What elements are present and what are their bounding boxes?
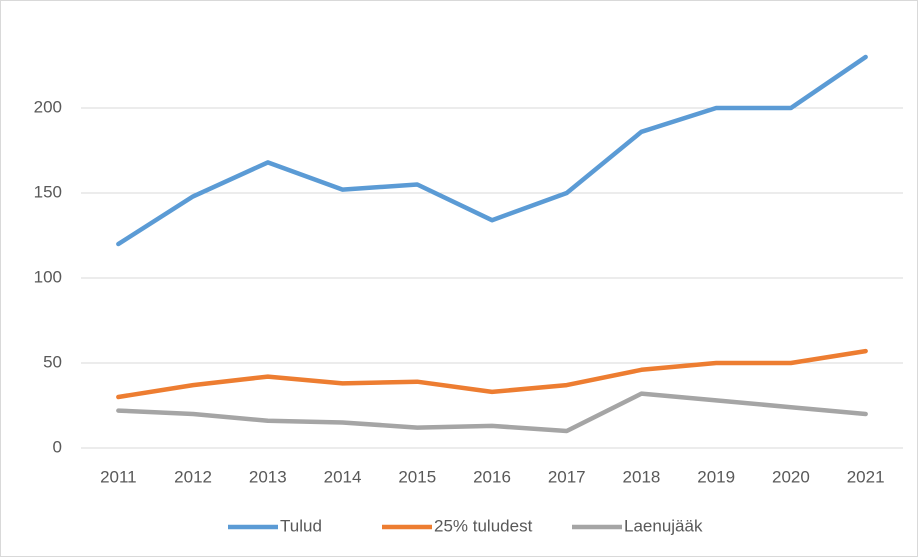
y-tick-label: 150 <box>34 182 62 201</box>
legend-label: 25% tuludest <box>434 516 533 535</box>
x-tick-label: 2014 <box>324 467 362 486</box>
x-tick-label: 2011 <box>100 467 137 486</box>
y-tick-label: 0 <box>53 437 62 456</box>
legend-label: Laenujääk <box>624 516 703 535</box>
y-tick-label: 200 <box>34 97 62 116</box>
series-line <box>116 348 868 400</box>
x-tick-label: 2012 <box>174 467 212 486</box>
x-tick-label: 2015 <box>398 467 436 486</box>
y-tick-label: 50 <box>43 352 62 371</box>
series-line <box>116 54 868 247</box>
x-tick-label: 2021 <box>847 467 885 486</box>
x-tick-label: 2017 <box>548 467 586 486</box>
series-line <box>116 391 868 434</box>
y-tick-label: 100 <box>34 267 62 286</box>
x-tick-label: 2018 <box>623 467 661 486</box>
legend-label: Tulud <box>280 516 322 535</box>
x-tick-label: 2016 <box>473 467 511 486</box>
x-tick-label: 2020 <box>772 467 810 486</box>
x-tick-label: 2019 <box>697 467 735 486</box>
x-tick-label: 2013 <box>249 467 287 486</box>
